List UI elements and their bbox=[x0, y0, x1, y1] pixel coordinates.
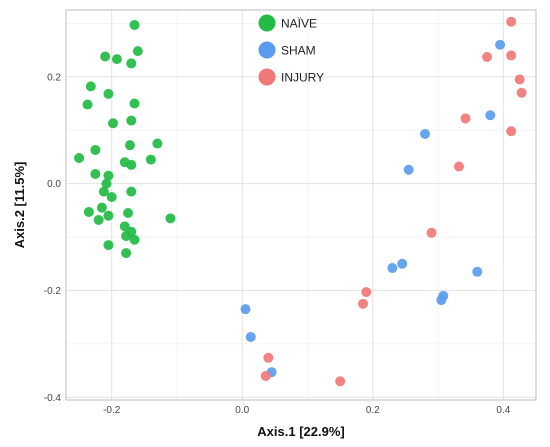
point-nave bbox=[126, 159, 137, 170]
point-injury bbox=[260, 370, 271, 381]
point-injury bbox=[263, 352, 274, 363]
data-points bbox=[74, 16, 527, 387]
point-nave bbox=[132, 46, 143, 57]
point-injury bbox=[514, 74, 525, 85]
x-tick-label: 0.0 bbox=[235, 405, 249, 416]
point-injury bbox=[358, 298, 369, 309]
x-tick-labels: -0.2 0.0 0.2 0.4 bbox=[103, 405, 511, 416]
x-tick-label: 0.2 bbox=[366, 405, 380, 416]
point-nave bbox=[83, 206, 94, 217]
legend: NAÏVE SHAM INJURY bbox=[258, 14, 324, 86]
point-nave bbox=[121, 248, 132, 259]
point-injury bbox=[453, 161, 464, 172]
point-nave bbox=[90, 144, 101, 155]
point-nave bbox=[111, 54, 122, 65]
legend-marker-nave bbox=[258, 14, 276, 32]
point-nave bbox=[103, 240, 114, 251]
point-nave bbox=[82, 99, 93, 110]
point-sham bbox=[495, 39, 506, 50]
point-nave bbox=[90, 169, 101, 180]
point-sham bbox=[472, 266, 483, 277]
point-nave bbox=[126, 115, 137, 126]
point-nave bbox=[124, 140, 135, 151]
point-injury bbox=[506, 16, 517, 27]
point-nave bbox=[101, 178, 112, 189]
point-nave bbox=[129, 98, 140, 109]
legend-label-injury: INJURY bbox=[281, 71, 324, 85]
point-injury bbox=[506, 50, 517, 61]
point-sham bbox=[387, 263, 398, 274]
point-nave bbox=[145, 154, 156, 165]
x-tick-label: -0.2 bbox=[103, 405, 121, 416]
point-nave bbox=[93, 214, 104, 225]
point-nave bbox=[121, 230, 132, 241]
point-nave bbox=[108, 118, 118, 129]
point-sham bbox=[420, 128, 431, 139]
point-nave bbox=[74, 152, 85, 163]
point-sham bbox=[397, 258, 408, 269]
point-nave bbox=[98, 186, 109, 197]
point-injury bbox=[426, 227, 437, 238]
x-axis-label: Axis.1 [22.9%] bbox=[257, 424, 344, 439]
point-nave bbox=[85, 81, 96, 92]
x-tick-label: 0.4 bbox=[496, 405, 510, 416]
point-nave bbox=[100, 51, 111, 62]
plot-frame bbox=[65, 9, 537, 401]
point-injury bbox=[516, 87, 527, 98]
point-nave bbox=[106, 191, 117, 202]
point-nave bbox=[165, 213, 176, 224]
point-nave bbox=[129, 19, 140, 30]
y-tick-label: -0.2 bbox=[44, 286, 62, 297]
point-injury bbox=[506, 126, 517, 137]
legend-label-nave: NAÏVE bbox=[281, 17, 317, 31]
point-sham bbox=[436, 295, 447, 306]
point-sham bbox=[240, 304, 251, 315]
legend-label-sham: SHAM bbox=[281, 44, 316, 58]
point-nave bbox=[129, 234, 140, 245]
y-tick-label: 0.0 bbox=[47, 179, 61, 190]
point-sham bbox=[485, 110, 496, 121]
point-nave bbox=[103, 210, 114, 221]
point-nave bbox=[103, 88, 114, 99]
y-tick-label: 0.2 bbox=[47, 72, 61, 83]
point-nave bbox=[152, 138, 163, 149]
grid bbox=[66, 10, 536, 400]
point-injury bbox=[460, 113, 471, 124]
y-tick-labels: -0.4 -0.2 0.0 0.2 bbox=[44, 72, 62, 404]
y-axis-label: Axis.2 [11.5%] bbox=[12, 162, 27, 249]
point-nave bbox=[123, 208, 134, 219]
point-injury bbox=[482, 52, 493, 63]
point-nave bbox=[103, 170, 114, 181]
point-injury bbox=[335, 376, 346, 387]
point-nave bbox=[126, 186, 137, 197]
point-sham bbox=[403, 164, 414, 175]
legend-marker-sham bbox=[258, 41, 276, 59]
point-nave bbox=[126, 58, 137, 69]
legend-marker-injury bbox=[258, 68, 276, 86]
point-nave bbox=[96, 202, 107, 213]
point-injury bbox=[361, 287, 372, 298]
point-sham bbox=[245, 331, 256, 342]
y-tick-label: -0.4 bbox=[44, 393, 62, 404]
